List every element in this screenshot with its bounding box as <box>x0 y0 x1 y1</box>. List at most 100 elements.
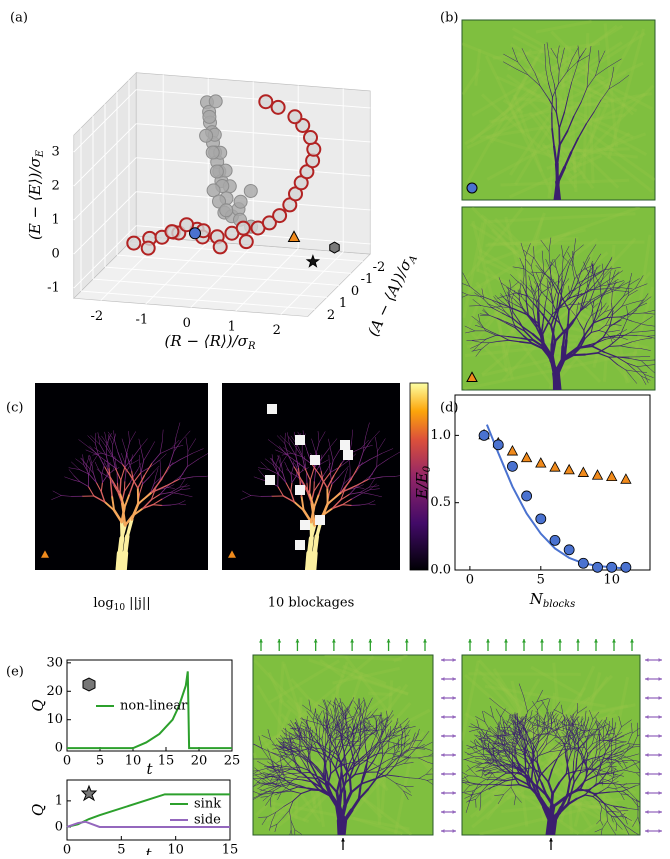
y-tick-label: 0.0 <box>430 563 451 578</box>
channel <box>639 840 650 841</box>
point <box>240 235 253 248</box>
channel <box>310 480 311 493</box>
point <box>536 514 546 524</box>
y-tick-label: 1 <box>55 793 63 808</box>
arrow-head <box>658 772 662 776</box>
axis-label-sub: E <box>35 149 46 158</box>
axis-label: (R − ⟨R⟩)/σR <box>165 332 256 352</box>
caption: 10 blockages <box>268 596 355 611</box>
channel <box>310 538 312 554</box>
axis-label-sub: R <box>247 341 256 352</box>
point <box>607 562 617 572</box>
arrow-head <box>540 639 544 643</box>
arrow-head <box>452 715 456 719</box>
z-tick-label: -1 <box>47 281 60 296</box>
z-tick-label: 0 <box>52 247 60 262</box>
point <box>165 225 178 238</box>
arrow-head <box>645 810 649 814</box>
panel-label: (d) <box>440 401 458 416</box>
arrow-head <box>452 791 456 795</box>
arrow-head <box>645 791 649 795</box>
point <box>190 228 201 239</box>
point <box>467 183 477 193</box>
point <box>259 95 272 108</box>
arrow-head <box>645 753 649 757</box>
blockage <box>295 540 305 550</box>
x-tick-label: -2 <box>90 309 103 324</box>
arrow-head <box>441 772 445 776</box>
y-tick-label: 0 <box>351 284 359 299</box>
channel <box>350 777 351 792</box>
channel <box>641 783 650 786</box>
arrow-head <box>452 658 456 662</box>
arrow-head <box>645 734 649 738</box>
x-tick-label: 10 <box>125 754 142 769</box>
x-tick-label: 10 <box>167 843 184 856</box>
channel <box>315 536 317 553</box>
arrow-head <box>558 639 562 643</box>
x-axis-label: t <box>146 760 153 778</box>
point <box>507 446 517 455</box>
arrow-head <box>441 696 445 700</box>
channel <box>639 840 644 849</box>
arrow-head <box>314 639 318 643</box>
arrow-head <box>441 677 445 681</box>
channel <box>629 835 638 840</box>
arrow-head <box>441 658 445 662</box>
x-tick-label: 15 <box>222 843 239 856</box>
x-tick-label: 0 <box>466 573 474 588</box>
arrow-head <box>341 838 345 842</box>
arrow-head <box>441 829 445 833</box>
x-tick-label: 0 <box>183 316 191 331</box>
axis-label-main: (E − ⟨E⟩)/σ <box>26 157 44 240</box>
point <box>142 242 155 255</box>
axis-label: (E − ⟨E⟩)/σE <box>26 149 46 240</box>
channel <box>629 835 630 846</box>
blockage <box>300 520 310 530</box>
point <box>203 110 216 123</box>
arrow-head <box>332 639 336 643</box>
channel <box>654 354 664 360</box>
channel <box>651 797 659 803</box>
caption-part: 10 <box>114 603 126 613</box>
channel <box>124 553 125 570</box>
point <box>220 204 233 217</box>
point <box>244 185 257 198</box>
arrow-head <box>658 658 662 662</box>
point <box>237 222 250 235</box>
axis-label-main: N <box>529 590 544 608</box>
axis-label-sub: blocks <box>543 599 575 610</box>
channel <box>646 759 659 763</box>
arrow-head <box>658 829 662 833</box>
y-axis-label: Q <box>29 804 47 816</box>
arrow-head <box>452 829 456 833</box>
caption-part: log <box>93 596 113 611</box>
point <box>209 95 222 108</box>
arrow-head <box>441 791 445 795</box>
caption: log10||j|| <box>93 596 150 613</box>
arrow-head <box>658 677 662 681</box>
channel <box>343 821 344 835</box>
arrow-head <box>522 639 526 643</box>
axis-label-sub: 0 <box>422 465 433 472</box>
point <box>550 535 560 545</box>
arrow-head <box>486 639 490 643</box>
channel <box>640 745 652 749</box>
channel <box>551 806 554 820</box>
x-tick-label: 5 <box>117 843 125 856</box>
arrow-head <box>452 734 456 738</box>
arrow-head <box>658 696 662 700</box>
channel <box>648 805 656 808</box>
axis-label-main: E/E <box>413 472 431 500</box>
point <box>330 242 340 253</box>
arrow-head <box>452 810 456 814</box>
arrow-head <box>441 734 445 738</box>
channel <box>651 803 661 805</box>
arrow-head <box>350 639 354 643</box>
arrow-head <box>452 772 456 776</box>
point <box>578 558 588 568</box>
point <box>206 146 219 159</box>
channel <box>561 286 562 300</box>
channel <box>635 833 647 840</box>
line <box>487 425 626 569</box>
